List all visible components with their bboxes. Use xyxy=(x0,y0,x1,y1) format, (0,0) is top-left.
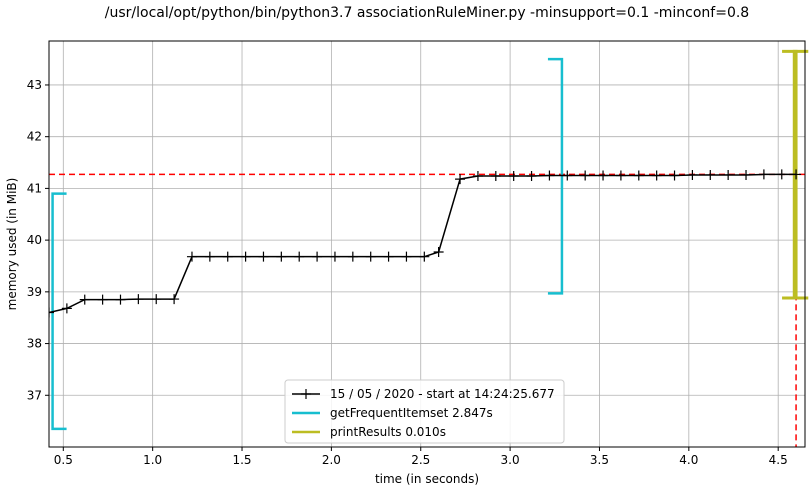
legend-label: 15 / 05 / 2020 - start at 14:24:25.677 xyxy=(330,387,555,401)
data-point xyxy=(433,247,444,258)
data-point xyxy=(598,170,609,181)
legend-label: printResults 0.010s xyxy=(330,425,446,439)
data-point xyxy=(472,170,483,181)
data-point xyxy=(544,170,555,181)
legend-label: getFrequentItemset 2.847s xyxy=(330,406,493,420)
x-tick-label: 2.0 xyxy=(322,453,341,467)
axis-ticks: 0.5 1.0 1.5 2.0 2.5 3.0 3.5 4.0 4.5 37 38 39 40 41 42 4… xyxy=(27,78,788,467)
data-point xyxy=(669,170,680,181)
data-point xyxy=(723,169,734,180)
data-point xyxy=(419,251,430,262)
data-point xyxy=(258,251,269,262)
y-tick-label: 43 xyxy=(27,78,42,92)
x-tick-label: 2.5 xyxy=(411,453,430,467)
y-tick-label: 38 xyxy=(27,337,42,351)
x-tick-label: 4.0 xyxy=(679,453,698,467)
legend-box xyxy=(284,379,565,444)
y-axis-label: memory used (in MiB) xyxy=(5,178,19,311)
data-point xyxy=(490,170,501,181)
x-tick-label: 3.0 xyxy=(501,453,520,467)
data-point xyxy=(401,251,412,262)
y-tick-label: 42 xyxy=(27,130,42,144)
data-point xyxy=(151,294,162,305)
y-tick-label: 40 xyxy=(27,233,42,247)
chart-legend: 15 / 05 / 2020 - start at 14:24:25.677 ge… xyxy=(284,379,565,444)
data-point xyxy=(49,307,54,318)
data-point xyxy=(97,294,108,305)
data-point xyxy=(580,170,591,181)
bracket-end xyxy=(547,57,564,295)
data-point xyxy=(508,170,519,181)
y-tick-label: 37 xyxy=(27,388,42,402)
data-point xyxy=(633,170,644,181)
y-tick-label: 41 xyxy=(27,181,42,195)
data-point xyxy=(365,251,376,262)
data-point xyxy=(204,251,215,262)
data-point xyxy=(758,169,769,180)
memory-series xyxy=(49,169,802,318)
data-point xyxy=(776,169,787,180)
data-point xyxy=(276,251,287,262)
data-point xyxy=(741,169,752,180)
x-tick-label: 3.5 xyxy=(590,453,609,467)
y-tick-label: 39 xyxy=(27,285,42,299)
data-point xyxy=(347,251,358,262)
x-tick-label: 0.5 xyxy=(54,453,73,467)
data-point xyxy=(615,170,626,181)
data-point xyxy=(133,294,144,305)
data-point xyxy=(651,170,662,181)
data-point xyxy=(329,251,340,262)
data-point xyxy=(186,251,197,262)
data-point xyxy=(169,294,180,305)
x-tick-label: 1.0 xyxy=(143,453,162,467)
data-point xyxy=(455,174,466,185)
data-point xyxy=(61,303,72,314)
data-point xyxy=(383,251,394,262)
data-point xyxy=(791,169,802,180)
data-point xyxy=(79,294,90,305)
data-point xyxy=(115,294,126,305)
x-tick-label: 1.5 xyxy=(232,453,251,467)
data-point xyxy=(294,251,305,262)
data-point xyxy=(240,251,251,262)
legend-marker xyxy=(301,389,311,399)
data-point xyxy=(562,170,573,181)
data-point xyxy=(222,251,233,262)
data-point xyxy=(687,169,698,180)
x-axis-label: time (in seconds) xyxy=(375,472,479,486)
data-point xyxy=(705,169,716,180)
data-point xyxy=(526,170,537,181)
x-tick-label: 4.5 xyxy=(769,453,788,467)
grid-lines xyxy=(49,41,805,447)
plot-frame xyxy=(48,40,806,448)
chart-title: /usr/local/opt/python/bin/python3.7 asso… xyxy=(105,5,749,21)
data-point xyxy=(312,251,323,262)
